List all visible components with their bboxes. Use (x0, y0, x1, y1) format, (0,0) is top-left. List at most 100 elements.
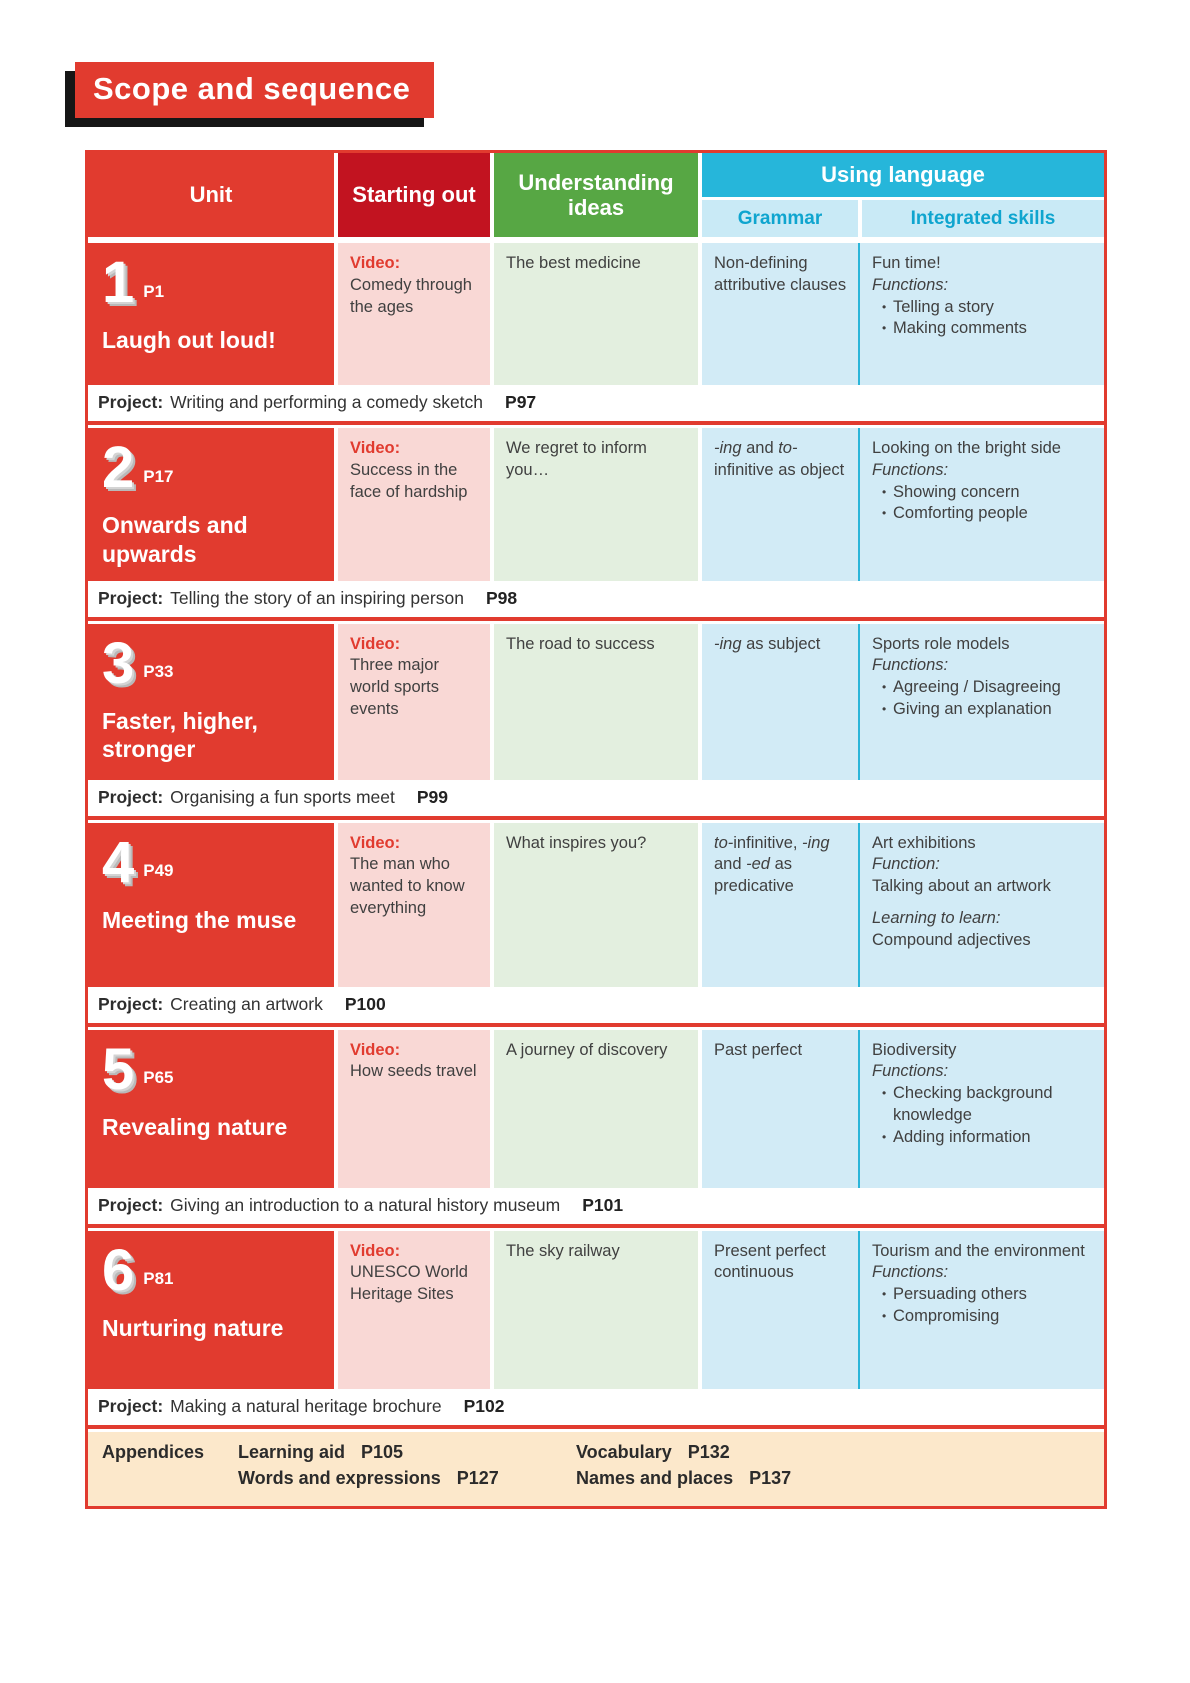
project-page: P101 (582, 1194, 624, 1215)
skills-cell: Biodiversity Functions: • Checking backgr… (858, 1029, 1104, 1188)
unit-number: 4 (102, 829, 135, 895)
skills-title: Art exhibitions (872, 833, 976, 852)
grammar-segment: and (741, 439, 779, 457)
grammar-cell: -ing as subject (702, 623, 858, 780)
unit-page-ref: P49 (143, 861, 174, 881)
unit-page-ref: P81 (143, 1269, 174, 1289)
unit-number: 1 (102, 250, 135, 315)
grammar-text: -ing as subject (714, 634, 848, 656)
unit-cell: 1 P1 Laugh out loud! (88, 243, 334, 385)
project-page: P100 (344, 993, 386, 1014)
skills-section-text: Compound adjectives (872, 930, 1031, 949)
understanding-text: The sky railway (506, 1241, 620, 1260)
unit-title: Revealing nature (102, 1113, 288, 1140)
appendix-item: Vocabulary P132 (576, 1441, 730, 1462)
unit-cell: 5 P65 Revealing nature (88, 1029, 334, 1188)
unit-number: 3 (102, 630, 135, 696)
understanding-cell: The sky railway (494, 1230, 698, 1389)
table-header: Unit Starting out Understanding ideas Us… (88, 153, 1104, 237)
unit-row-4: 4 P49 Meeting the muse Video: The man wh… (88, 822, 1104, 987)
skills-section-label: Functions: (872, 1062, 949, 1081)
video-label: Video: (350, 1040, 401, 1059)
header-using-language: Using language (702, 153, 1104, 197)
skills-title: Fun time! (872, 254, 941, 272)
grammar-segment: as predicative (714, 855, 794, 896)
appendix-page: P127 (456, 1467, 499, 1488)
skills-bullet: • Giving an explanation (882, 699, 1094, 721)
unit-row-5: 5 P65 Revealing nature Video: How seeds … (88, 1029, 1104, 1188)
project-page: P102 (463, 1395, 505, 1416)
skills-bullet: • Compromising (882, 1306, 1094, 1328)
appendix-page: P132 (687, 1441, 730, 1462)
unit-title: Nurturing nature (102, 1314, 284, 1341)
starting-out-cell: Video: Comedy through the ages (338, 243, 490, 385)
skills-section-label: Functions: (872, 275, 949, 294)
header-understanding-ideas: Understanding ideas (494, 153, 698, 237)
unit-cell: 6 P81 Nurturing nature (88, 1230, 334, 1389)
project-page: P99 (416, 786, 448, 807)
understanding-cell: The road to success (494, 623, 698, 780)
project-label: Project: (98, 1395, 164, 1416)
skills-section-label: Functions: (872, 460, 949, 479)
project-label: Project: (98, 1194, 164, 1215)
video-label: Video: (350, 1241, 401, 1260)
unit-number-row: 5 P65 (102, 1036, 324, 1102)
skills-bullet: • Agreeing / Disagreeing (882, 677, 1094, 699)
skills-bullet: • Showing concern (882, 482, 1094, 504)
appendices-column-1: Learning aid P105 Words and expressions … (238, 1442, 558, 1494)
understanding-text: The best medicine (506, 254, 641, 272)
project-row-4: Project: Creating an artwork P100 (88, 986, 1104, 1027)
skills-cell: Fun time! Functions: • Telling a story • M… (858, 243, 1104, 385)
understanding-cell: The best medicine (494, 243, 698, 385)
unit-number: 5 (102, 1036, 135, 1102)
appendix-item: Names and places P137 (576, 1467, 792, 1488)
grammar-cell: to-infinitive, -ing and -ed as predicati… (702, 822, 858, 987)
project-label: Project: (98, 786, 164, 807)
skills-section-label: Function: (872, 855, 940, 874)
grammar-text: Past perfect (714, 1040, 848, 1062)
grammar-cell: Non-defining attributive clauses (702, 243, 858, 385)
starting-out-cell: Video: The man who wanted to know everyt… (338, 822, 490, 987)
understanding-cell: We regret to inform you… (494, 428, 698, 581)
project-label: Project: (98, 587, 164, 608)
unit-row-3: 3 P33 Faster, higher, stronger Video: Th… (88, 623, 1104, 780)
project-text: Writing and performing a comedy sketch (170, 392, 484, 412)
bullet-dot: • (882, 506, 887, 521)
unit-row-2: 2 P17 Onwards and upwards Video: Success… (88, 428, 1104, 581)
understanding-text: We regret to inform you… (506, 439, 647, 479)
bullet-dot: • (882, 1129, 887, 1144)
header-starting-out: Starting out (338, 153, 490, 237)
unit-title: Meeting the muse (102, 906, 297, 933)
unit-number-row: 6 P81 (102, 1241, 324, 1299)
skills-bullet: • Persuading others (882, 1284, 1094, 1306)
starting-out-cell: Video: Three major world sports events (338, 623, 490, 780)
project-text: Telling the story of an inspiring person (170, 587, 464, 608)
starting-out-cell: Video: Success in the face of hardship (338, 428, 490, 581)
unit-page-ref: P17 (143, 466, 174, 486)
video-text: Comedy through the ages (350, 275, 472, 316)
appendix-item: Words and expressions P127 (238, 1467, 499, 1488)
project-text: Creating an artwork (170, 993, 323, 1014)
project-row-6: Project: Making a natural heritage broch… (88, 1388, 1104, 1429)
skills-cell: Art exhibitions Function: Talking about … (858, 822, 1104, 987)
starting-out-cell: Video: How seeds travel (338, 1029, 490, 1188)
header-unit: Unit (88, 153, 334, 237)
skills-cell: Tourism and the environment Functions: •… (858, 1230, 1104, 1389)
grammar-segment: as subject (741, 634, 821, 653)
grammar-text: to-infinitive, -ing and -ed as predicati… (714, 833, 848, 898)
skills-title: Looking on the bright side (872, 439, 1061, 457)
video-label: Video: (350, 439, 401, 457)
grammar-segment: -ing (714, 634, 742, 653)
video-text: UNESCO World Heritage Sites (350, 1263, 468, 1304)
skills-title: Sports role models (872, 634, 1010, 653)
grammar-segment: infinitive, (733, 833, 803, 852)
skills-bullet: • Adding information (882, 1127, 1094, 1149)
bullet-dot: • (882, 1086, 887, 1101)
header-integrated-skills: Integrated skills (862, 200, 1104, 237)
skills-cell: Looking on the bright side Functions: • S… (858, 428, 1104, 581)
video-label: Video: (350, 634, 401, 653)
grammar-segment: to- (778, 439, 798, 457)
unit-number: 2 (102, 435, 135, 500)
understanding-text: What inspires you? (506, 833, 647, 852)
appendices-column-2: Vocabulary P132 Names and places P137 (576, 1442, 791, 1494)
